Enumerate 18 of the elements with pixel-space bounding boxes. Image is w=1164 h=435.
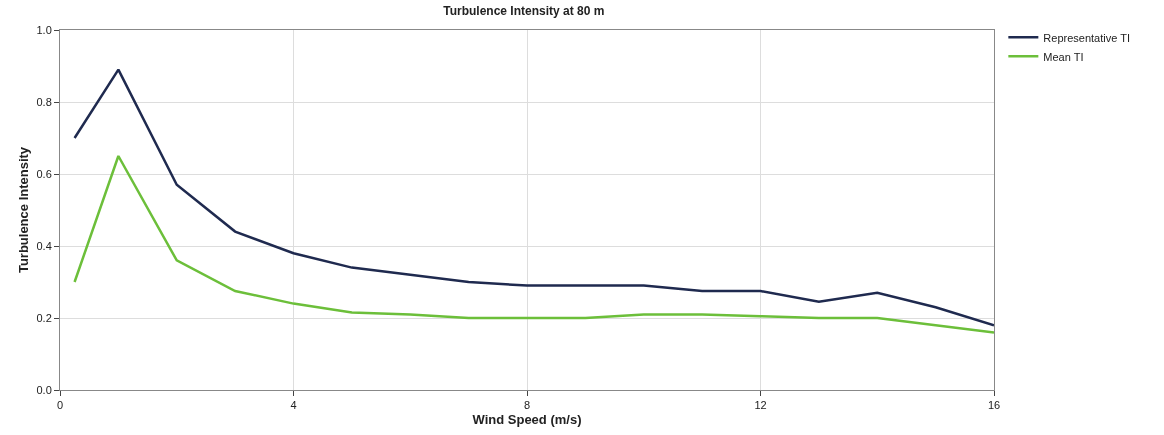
y-tick-label: 0.8 [36,95,52,108]
line-series [73,68,994,327]
x-axis-title: Wind Speed (m/s) [472,411,582,427]
legend-label: Representative TI [1043,31,1130,44]
chart-title: Turbulence Intensity at 80 m [443,3,605,18]
y-tick-label: 1.0 [36,23,52,36]
x-tick-label: 16 [987,399,1001,412]
y-axis-title: Turbulence Intensity [16,146,32,274]
x-tick-label: 8 [523,399,531,412]
x-tick-label: 0 [56,399,64,412]
x-tick-label: 4 [290,399,297,412]
y-tick-label: 0.2 [36,311,52,324]
x-tick-label: 12 [754,399,767,412]
y-tick-label: 0.6 [36,167,52,180]
y-tick-label: 0.4 [36,239,52,252]
line-series [73,154,994,334]
legend-label: Mean TI [1043,50,1084,63]
y-tick-label: 0.0 [36,383,52,396]
